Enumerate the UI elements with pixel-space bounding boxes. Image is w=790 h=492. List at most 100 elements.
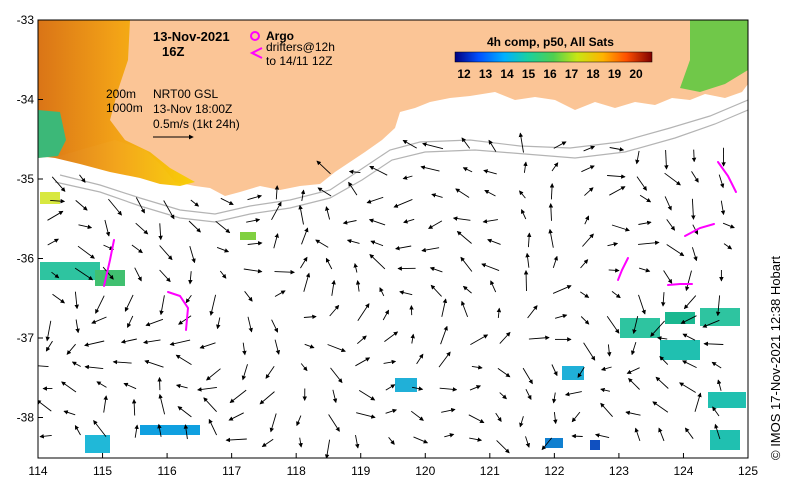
current-arrow-icon	[564, 391, 582, 397]
current-arrow-icon	[243, 268, 263, 274]
current-arrow-icon	[666, 244, 685, 257]
current-arrow-icon	[96, 381, 107, 388]
current-arrow-icon	[144, 359, 164, 368]
current-arrow-icon	[327, 344, 346, 353]
current-arrow-icon	[553, 412, 558, 425]
current-arrow-icon	[342, 220, 357, 225]
current-arrow-icon	[496, 307, 502, 318]
current-arrow-icon	[134, 424, 139, 438]
current-arrow-icon	[652, 401, 669, 413]
isobath-1000m-label: 1000m	[106, 101, 143, 115]
current-arrow-icon	[523, 269, 529, 292]
sst-green-patch-east	[680, 20, 748, 92]
current-arrow-icon	[650, 320, 665, 337]
current-arrow-icon	[159, 295, 165, 316]
current-arrow-icon	[488, 139, 497, 152]
current-arrow-icon	[39, 434, 52, 439]
current-arrow-icon	[630, 341, 637, 356]
drifter-track-3	[717, 161, 737, 193]
current-arrow-icon	[332, 389, 338, 404]
current-arrow-icon	[47, 210, 64, 221]
current-arrow-icon	[658, 427, 665, 442]
current-arrow-icon	[216, 317, 221, 330]
y-tick-label: -37	[17, 331, 35, 345]
current-arrow-icon	[522, 367, 533, 385]
current-arrow-icon	[609, 147, 625, 152]
x-tick-label: 117	[222, 464, 241, 478]
current-arrow-icon	[369, 165, 388, 176]
current-vector-field	[38, 132, 735, 458]
current-arrow-icon	[208, 418, 218, 436]
map-hour: 16Z	[162, 44, 184, 59]
current-arrow-icon	[632, 315, 639, 335]
colorbar-tick-label: 14	[500, 67, 514, 81]
x-tick-label: 123	[609, 464, 629, 478]
current-arrow-icon	[95, 295, 105, 314]
current-arrow-icon	[220, 197, 234, 205]
current-arrow-icon	[712, 406, 720, 417]
current-arrow-icon	[607, 174, 626, 179]
current-arrow-icon	[229, 389, 247, 404]
x-tick-label: 119	[351, 464, 370, 478]
current-arrow-icon	[634, 427, 641, 442]
current-arrow-icon	[600, 387, 611, 393]
current-arrow-icon	[487, 238, 501, 245]
current-arrow-icon	[247, 316, 253, 333]
current-arrow-icon	[584, 215, 590, 225]
credit-text: © IMOS 17-Nov-2021 12:38 Hobart	[768, 256, 783, 460]
x-tick-label: 114	[28, 464, 47, 478]
current-arrow-icon	[583, 145, 596, 152]
current-arrow-icon	[274, 269, 295, 275]
current-arrow-icon	[551, 364, 558, 377]
y-tick-label: -38	[17, 411, 35, 425]
current-arrow-icon	[715, 295, 721, 317]
current-arrow-icon	[625, 410, 641, 416]
current-arrow-icon	[329, 304, 340, 317]
drifter-track-6	[667, 283, 693, 286]
current-arrow-icon	[606, 344, 612, 357]
current-arrow-icon	[717, 379, 722, 391]
current-arrow-icon	[183, 424, 189, 440]
current-arrow-icon	[691, 171, 699, 183]
current-arrow-icon	[518, 132, 524, 153]
current-arrow-icon	[188, 220, 201, 233]
current-arrow-icon	[353, 262, 358, 273]
current-arrow-icon	[609, 186, 626, 196]
current-arrow-icon	[75, 319, 80, 334]
current-arrow-icon	[269, 413, 277, 433]
y-axis: -33 -34 -35 -36 -37 -38	[17, 13, 43, 425]
current-arrow-icon	[471, 365, 483, 370]
current-arrow-icon	[325, 206, 331, 220]
current-arrow-icon	[358, 390, 376, 401]
current-arrow-icon	[461, 300, 469, 318]
current-arrow-icon	[244, 291, 253, 302]
current-arrow-icon	[462, 285, 472, 294]
current-arrow-icon	[628, 377, 640, 390]
current-arrow-icon	[470, 334, 489, 345]
x-tick-label: 124	[673, 464, 693, 478]
current-arrow-icon	[175, 354, 192, 365]
current-arrow-icon	[134, 267, 142, 282]
product-label: NRT00 GSL	[153, 87, 218, 101]
current-arrow-icon	[525, 436, 530, 448]
current-arrow-icon	[441, 298, 448, 317]
current-arrow-icon	[74, 267, 94, 281]
current-arrow-icon	[385, 384, 396, 391]
current-arrow-icon	[383, 359, 397, 365]
current-arrow-icon	[300, 363, 308, 372]
x-axis: 114 115 116 117 118 119 120 121 122 123 124 125	[28, 453, 758, 478]
current-arrow-icon	[581, 165, 595, 173]
drifter-track-5	[617, 257, 629, 281]
colorbar-tick-label: 12	[457, 67, 471, 81]
current-arrow-icon	[131, 244, 143, 254]
current-arrow-icon	[47, 238, 59, 246]
current-arrow-icon	[135, 197, 145, 214]
sst-warm-patch	[38, 20, 195, 186]
current-arrow-icon	[552, 255, 558, 269]
current-arrow-icon	[428, 220, 443, 229]
current-arrow-icon	[664, 172, 681, 186]
current-arrow-icon	[247, 194, 263, 201]
current-arrow-icon	[189, 245, 196, 264]
current-arrow-icon	[77, 245, 95, 259]
current-arrow-icon	[438, 351, 451, 368]
